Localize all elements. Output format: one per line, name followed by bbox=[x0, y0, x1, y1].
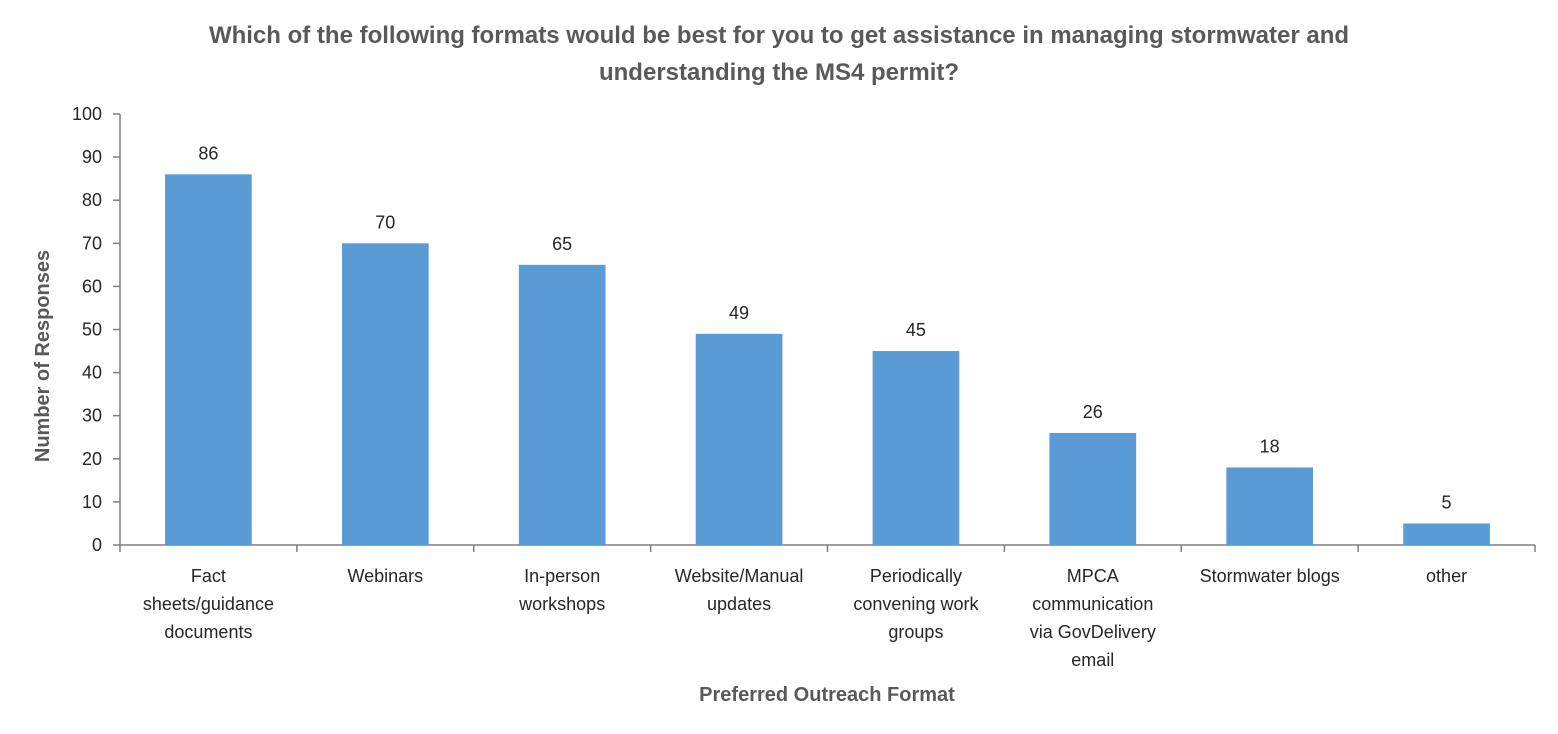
bar-value-label: 65 bbox=[552, 234, 572, 254]
x-category-label: Website/Manual bbox=[675, 566, 804, 586]
x-axis-title: Preferred Outreach Format bbox=[699, 684, 955, 706]
y-axis: 0 10 20 30 40 50 60 70 80 90 100 bbox=[72, 104, 121, 555]
y-tick-label: 90 bbox=[82, 147, 102, 167]
bar-value-label: 26 bbox=[1083, 402, 1103, 422]
x-category-label: MPCA bbox=[1067, 566, 1119, 586]
x-category-label: workshops bbox=[518, 594, 605, 614]
x-category-label: Fact bbox=[191, 566, 226, 586]
y-tick-label: 30 bbox=[82, 406, 102, 426]
y-axis-title: Number of Responses bbox=[32, 250, 54, 462]
x-category-label: sheets/guidance bbox=[143, 594, 274, 614]
y-tick-label: 0 bbox=[92, 535, 102, 555]
bar bbox=[165, 174, 252, 545]
y-tick-label: 40 bbox=[82, 363, 102, 383]
x-category-label: In-person bbox=[524, 566, 600, 586]
y-tick-label: 50 bbox=[82, 320, 102, 340]
chart-title: Which of the following formats would be … bbox=[209, 22, 1349, 86]
bar bbox=[872, 351, 960, 545]
y-tick-label: 60 bbox=[82, 276, 102, 296]
y-tick-label: 100 bbox=[72, 104, 102, 124]
bar bbox=[1226, 467, 1314, 545]
bar-value-label: 5 bbox=[1442, 492, 1452, 512]
x-category-label: groups bbox=[888, 622, 943, 642]
x-category-label: updates bbox=[707, 594, 771, 614]
data-labels: 86 70 65 49 45 26 18 5 bbox=[198, 143, 1451, 512]
bar bbox=[1403, 523, 1490, 545]
chart-title-line: understanding the MS4 permit? bbox=[599, 59, 959, 86]
bar-value-label: 70 bbox=[375, 212, 395, 232]
bar bbox=[341, 243, 429, 546]
y-tick-label: 10 bbox=[82, 492, 102, 512]
bar bbox=[695, 333, 783, 545]
x-category-label: documents bbox=[164, 622, 252, 642]
bar bbox=[518, 264, 606, 545]
x-axis: Fact sheets/guidance documents Webinars In-p… bbox=[119, 544, 1536, 670]
bar bbox=[1049, 432, 1137, 545]
x-category-label: Stormwater blogs bbox=[1200, 566, 1340, 586]
bar-value-label: 86 bbox=[198, 143, 218, 163]
bar-value-label: 18 bbox=[1260, 436, 1280, 456]
y-tick-label: 20 bbox=[82, 449, 102, 469]
x-category-label: Periodically bbox=[870, 566, 962, 586]
bar-value-label: 49 bbox=[729, 303, 749, 323]
x-category-label: Webinars bbox=[347, 566, 423, 586]
chart-title-line: Which of the following formats would be … bbox=[209, 22, 1349, 49]
bar-value-label: 45 bbox=[906, 320, 926, 340]
y-tick-label: 80 bbox=[82, 190, 102, 210]
x-category-label: other bbox=[1426, 566, 1467, 586]
y-tick-label: 70 bbox=[82, 233, 102, 253]
x-category-label: email bbox=[1071, 650, 1114, 670]
bar-series bbox=[165, 174, 1490, 546]
x-category-label: convening work bbox=[853, 594, 979, 614]
x-category-label: via GovDelivery bbox=[1030, 622, 1156, 642]
x-category-label: communication bbox=[1032, 594, 1153, 614]
